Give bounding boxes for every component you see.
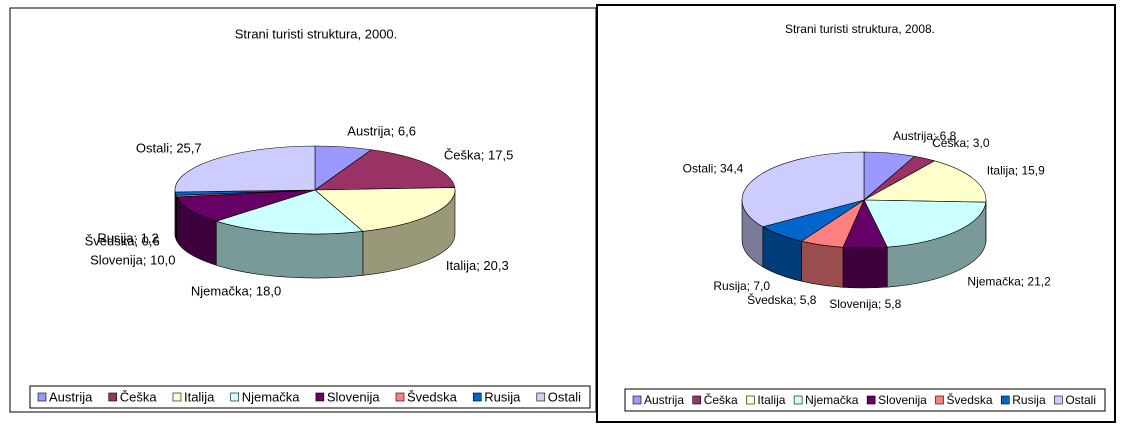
legend-label: Ostali [548,389,581,404]
data-label: Ostali; 25,7 [136,140,202,155]
legend-swatch [692,395,702,405]
data-label: Češka; 17,5 [444,148,513,163]
legend-label: Austrija [644,393,684,407]
data-label: Švedska; 5,8 [747,292,817,307]
data-label: Austrija; 6,6 [347,123,416,138]
legend-swatch [37,392,47,402]
legend-label: Švedska [947,392,993,407]
slice [741,151,865,228]
legend-swatch [632,395,642,405]
legend-label: Italija [184,389,215,404]
legend-swatch [1000,395,1010,405]
legend-swatch [108,392,118,402]
data-label: Švedska; 0,6 [85,234,160,249]
data-label: Njemačka; 18,0 [191,283,281,298]
data-label: Rusija; 1,2 [97,230,158,245]
slice [863,199,987,248]
legend-label: Slovenija [327,389,381,404]
legend-swatch [1054,395,1063,405]
legend-label: Rusija [1012,393,1046,407]
data-label: Slovenija; 10,0 [90,253,175,268]
data-label: Italija; 15,9 [987,164,1045,178]
slice [314,187,456,232]
legend-swatch [472,392,482,402]
slice [215,189,364,235]
data-label: Rusija; 7,0 [713,279,770,293]
legend-label: Ostali [1065,393,1096,407]
legend-label: Austrija [49,389,93,404]
legend-label: Njemačka [242,389,301,404]
legend-swatch [315,392,325,402]
slice [862,160,987,203]
data-label: Ostali; 34,4 [683,162,744,176]
legend-swatch [935,395,944,405]
legend-swatch [866,395,876,405]
legend-label: Slovenija [878,393,927,407]
data-label: Češka; 3,0 [932,135,990,150]
data-label: Njemačka; 21,2 [967,275,1051,289]
legend-label: Švedska [407,389,458,404]
legend-label: Njemačka [805,393,859,407]
legend-swatch [536,392,546,402]
legend-label: Italija [757,393,785,407]
data-label: Austrija; 6,8 [893,129,957,143]
chart-title: Strani turisti struktura, 2008. [785,22,935,36]
slice [314,149,456,191]
legend-label: Češka [120,389,158,404]
legend-swatch [793,395,803,405]
legend-box [624,388,1106,412]
legend-box [29,385,591,409]
legend-swatch [395,392,405,402]
legend-swatch [746,395,755,405]
chart-title: Strani turisti struktura, 2000. [235,26,398,41]
slice [176,189,316,222]
data-label: Italija; 20,3 [446,258,509,273]
legend-swatch [230,392,240,402]
slice [174,145,316,193]
legend-swatch [172,392,182,402]
legend-label: Češka [704,392,738,407]
data-label: Slovenija; 5,8 [829,297,901,311]
slice-side [842,246,888,289]
slice-side [801,240,844,288]
legend-label: Rusija [484,389,521,404]
